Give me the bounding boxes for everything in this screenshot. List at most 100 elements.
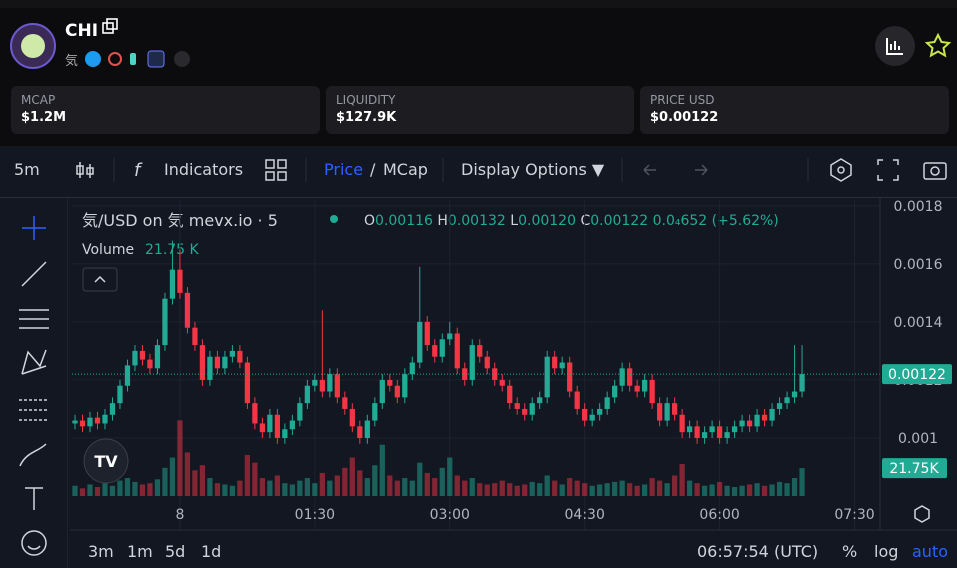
chart-panel: [0, 198, 957, 568]
candle-body: [79, 420, 86, 427]
candle-body: [567, 362, 573, 392]
volume-bar: [139, 484, 146, 496]
redo-icon[interactable]: [695, 164, 708, 176]
l-value: 0.00120: [518, 213, 576, 229]
fullscreen-icon[interactable]: [877, 159, 899, 181]
price-toggle[interactable]: Price: [324, 160, 364, 179]
candle-body: [619, 368, 625, 386]
volume-bar: [214, 483, 221, 496]
crosshair-tool[interactable]: [22, 216, 46, 240]
axis-settings[interactable]: [914, 505, 930, 523]
prediction-tool[interactable]: [19, 399, 49, 421]
screenshot-icon[interactable]: [923, 162, 947, 180]
range-button[interactable]: 1d: [201, 542, 222, 561]
stat-label: MCAP: [21, 93, 56, 107]
volume-bar: [447, 457, 453, 496]
volume-bar: [477, 483, 483, 496]
search-icon[interactable]: [174, 51, 190, 67]
volume-bar: [244, 454, 251, 496]
volume-bar: [274, 475, 280, 496]
volume-bar: [499, 480, 505, 496]
candle-body: [214, 356, 221, 369]
token-name: CHI: [65, 21, 98, 41]
candle-body: [454, 333, 460, 369]
emoji-tool[interactable]: [21, 530, 47, 556]
interval-button[interactable]: 5m: [14, 160, 40, 179]
undo-icon[interactable]: [643, 164, 656, 176]
candle-body: [612, 385, 618, 398]
candle-body: [709, 426, 715, 433]
range-button[interactable]: 3m: [88, 542, 114, 561]
logo-art: [21, 34, 45, 58]
h-value: 0.00132: [448, 213, 506, 229]
percent-toggle[interactable]: %: [842, 542, 858, 561]
volume-bar: [87, 484, 93, 496]
x-tick-label: 04:30: [565, 507, 605, 523]
copy-icon[interactable]: [102, 22, 114, 34]
candle-body: [327, 374, 333, 392]
emoji-smile: [27, 545, 41, 550]
x-tick-label: 07:30: [834, 507, 874, 523]
range-button[interactable]: 5d: [165, 542, 186, 561]
volume-tag-label: 21.75K: [889, 461, 939, 477]
candle-body: [312, 379, 318, 386]
volume-bar: [507, 483, 513, 496]
collapse-legend[interactable]: [82, 267, 118, 292]
x-link[interactable]: [85, 51, 101, 67]
range-button[interactable]: 1m: [127, 542, 153, 561]
volume-bar: [327, 480, 333, 496]
candle-body: [222, 356, 228, 369]
layout-icon: [265, 171, 275, 181]
pattern-tool[interactable]: [21, 349, 47, 375]
stat-label: PRICE USD: [650, 93, 715, 107]
link-icon[interactable]: [147, 50, 165, 68]
candle-body: [769, 408, 775, 421]
candle-body: [731, 426, 738, 433]
mcap-toggle[interactable]: MCap: [383, 160, 428, 179]
volume-bar: [79, 488, 86, 496]
candle-body: [537, 397, 543, 404]
volume-bar: [694, 483, 700, 496]
trendline-tool[interactable]: [21, 261, 47, 287]
brush-tool[interactable]: [19, 443, 47, 467]
x-tick-label: 03:00: [430, 507, 470, 523]
log-toggle[interactable]: log: [874, 542, 899, 561]
candle-body: [529, 403, 535, 415]
candle-body: [394, 385, 400, 398]
volume-bar: [237, 480, 243, 496]
link-icon[interactable]: [108, 52, 122, 66]
token-symbol: 気: [65, 53, 78, 69]
volume-bar: [791, 478, 798, 496]
volume-bar: [799, 468, 805, 496]
volume-bar: [319, 472, 325, 496]
candle-body: [259, 423, 266, 433]
indicators-button[interactable]: Indicators: [164, 160, 244, 179]
chart-type-icon[interactable]: [76, 162, 94, 178]
volume-bar: [769, 484, 775, 496]
o-label: O: [364, 213, 375, 229]
volume-bar: [484, 484, 490, 496]
link-icon[interactable]: [130, 53, 136, 65]
candle-body: [634, 385, 640, 392]
volume-bar: [672, 475, 678, 496]
auto-toggle[interactable]: auto: [912, 542, 949, 561]
candle-body: [784, 397, 790, 404]
settings-icon[interactable]: [830, 158, 852, 182]
candle-body: [477, 345, 483, 357]
favorite-star[interactable]: [924, 32, 952, 58]
fib-tool[interactable]: [19, 309, 49, 329]
text-tool[interactable]: [25, 487, 43, 510]
candle-body: [776, 403, 783, 409]
candle-body: [319, 379, 325, 392]
volume-bar: [589, 485, 595, 496]
display-options[interactable]: Display Options ▼: [461, 160, 605, 179]
layout-icon[interactable]: [265, 159, 275, 169]
candle-body: [379, 379, 385, 404]
volume-bar: [754, 483, 760, 496]
volume-bar: [72, 485, 78, 496]
volume-bar: [372, 465, 378, 496]
volume-bar: [132, 481, 138, 496]
volume-bar: [184, 452, 191, 496]
volume-bar: [379, 444, 385, 496]
candle-body: [462, 368, 468, 380]
